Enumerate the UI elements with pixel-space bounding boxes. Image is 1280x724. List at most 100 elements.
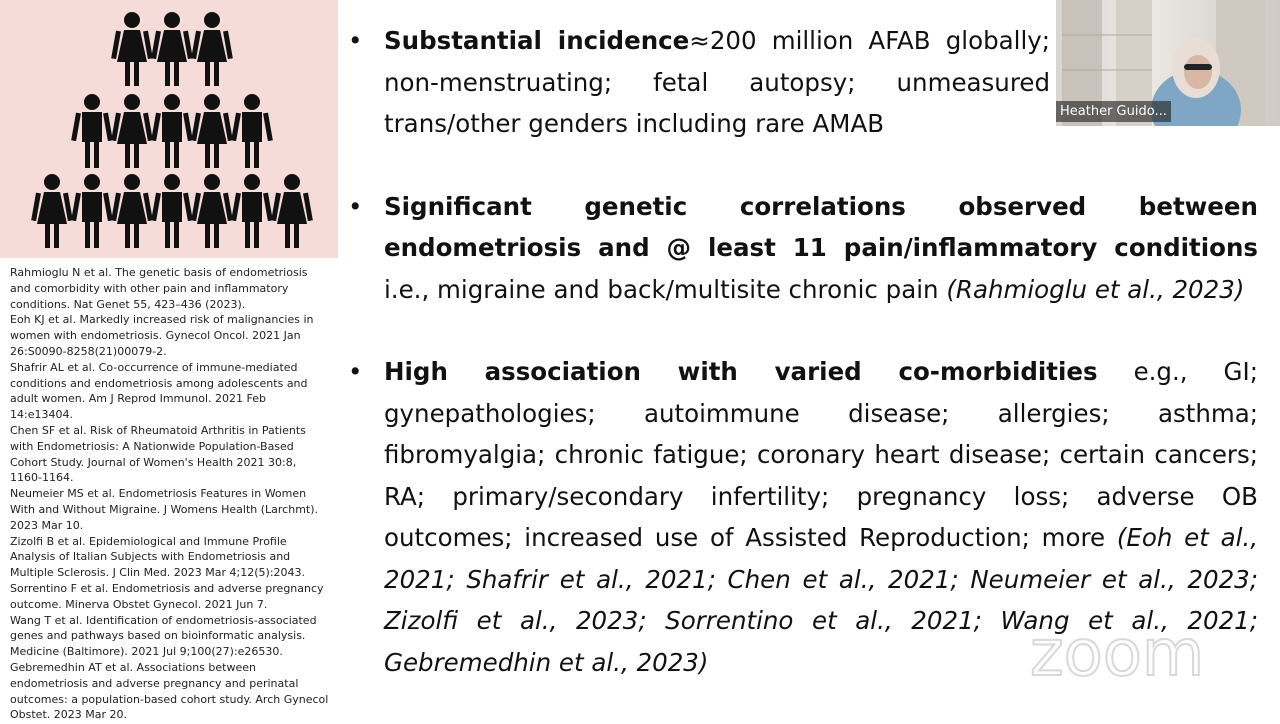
arm <box>71 192 81 222</box>
leg <box>205 142 210 168</box>
body <box>117 30 147 62</box>
leg <box>165 60 170 86</box>
arm <box>183 30 193 60</box>
person-icon <box>191 12 233 86</box>
bullet-text: (Rahmioglu et al., 2023) <box>946 274 1245 304</box>
person-icon <box>151 12 193 86</box>
body <box>197 192 227 224</box>
leg <box>245 142 250 168</box>
reference: Zizolfi B et al. Epidemiological and Imm… <box>10 534 306 580</box>
arm <box>263 112 273 142</box>
bullet-text: Substantial incidence <box>384 26 690 55</box>
bullet-text: Significant genetic correlations observe… <box>384 191 1258 263</box>
leg <box>94 142 99 168</box>
video-frame <box>1062 0 1266 126</box>
person-icon <box>151 94 193 168</box>
leg <box>205 222 210 248</box>
leg <box>214 222 219 248</box>
arm <box>111 30 121 60</box>
body <box>197 30 227 62</box>
head <box>204 94 220 110</box>
leg <box>174 222 179 248</box>
arm <box>223 192 233 222</box>
person-icon <box>31 174 73 248</box>
leg <box>85 222 90 248</box>
person-icon <box>71 94 113 168</box>
person-icon <box>71 174 113 248</box>
head <box>204 174 220 190</box>
person-icon <box>111 174 153 248</box>
watermark-text: zoom <box>1030 617 1204 691</box>
person-icon <box>151 174 193 248</box>
body <box>117 112 147 144</box>
reference: Wang T et al. Identification of endometr… <box>10 613 317 659</box>
arm <box>231 112 241 142</box>
head <box>164 94 180 110</box>
leg <box>125 60 130 86</box>
head <box>84 94 100 110</box>
leg <box>125 222 130 248</box>
leg <box>205 60 210 86</box>
reference: Shafrir AL et al. Co-occurrence of immun… <box>10 360 308 422</box>
arm <box>63 192 73 222</box>
bullet-item: Substantial incidence≈200 million AFAB g… <box>348 20 1050 145</box>
leg <box>294 222 299 248</box>
body <box>37 192 67 224</box>
head <box>124 174 140 190</box>
leg <box>54 222 59 248</box>
participant-video[interactable]: Heather Guido... <box>1056 0 1280 126</box>
body <box>277 192 307 224</box>
head <box>164 174 180 190</box>
reference: Rahmioglu N et al. The genetic basis of … <box>10 266 308 311</box>
arm <box>263 192 273 222</box>
leg <box>165 222 170 248</box>
bullet-item: Significant genetic correlations observe… <box>348 186 1258 311</box>
leg <box>134 222 139 248</box>
bullet-list: Substantial incidence≈200 million AFAB g… <box>348 20 1258 724</box>
bullet-text: ≈200 million AFAB globally; non-menstrua… <box>384 26 1050 138</box>
person-icon <box>111 12 153 86</box>
body <box>162 192 182 222</box>
reference: Sorrentino F et al. Endometriosis and ad… <box>10 581 324 611</box>
person-icon <box>271 174 313 248</box>
head <box>124 12 140 28</box>
arm <box>71 112 81 142</box>
leg <box>245 222 250 248</box>
arm <box>111 112 121 142</box>
arm <box>151 30 161 60</box>
body <box>242 112 262 142</box>
body <box>157 30 187 62</box>
person-icon <box>111 94 153 168</box>
head <box>84 174 100 190</box>
arm <box>31 192 41 222</box>
reference: Eoh KJ et al. Markedly increased risk of… <box>10 313 314 358</box>
arm <box>103 112 113 142</box>
arm <box>111 192 121 222</box>
arm <box>143 30 153 60</box>
arm <box>183 192 193 222</box>
arm <box>303 192 313 222</box>
leg <box>134 60 139 86</box>
leg <box>214 60 219 86</box>
body <box>242 192 262 222</box>
watermark: zoom <box>1029 616 1205 692</box>
body <box>82 112 102 142</box>
person-icon <box>191 94 233 168</box>
arm <box>231 192 241 222</box>
arm <box>103 192 113 222</box>
person-icon <box>231 94 273 168</box>
body <box>82 192 102 222</box>
leg <box>174 142 179 168</box>
body <box>117 192 147 224</box>
arm <box>223 30 233 60</box>
arm <box>143 112 153 142</box>
arm <box>151 192 161 222</box>
bullet-text: e.g., GI; gynepathologies; autoimmune di… <box>384 357 1258 552</box>
arm <box>183 112 193 142</box>
references: Rahmioglu N et al. The genetic basis of … <box>10 265 330 723</box>
leg <box>45 222 50 248</box>
head <box>124 94 140 110</box>
leg <box>165 142 170 168</box>
leg <box>94 222 99 248</box>
